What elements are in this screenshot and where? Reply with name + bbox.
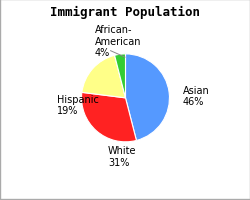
Title: Immigrant Population: Immigrant Population <box>50 6 200 19</box>
Text: Hispanic
19%: Hispanic 19% <box>57 94 99 116</box>
Wedge shape <box>125 55 169 141</box>
Text: Asian
46%: Asian 46% <box>182 85 208 107</box>
Wedge shape <box>81 93 136 142</box>
Wedge shape <box>114 55 125 98</box>
Wedge shape <box>82 56 125 98</box>
Text: African-
American
4%: African- American 4% <box>94 25 141 58</box>
Text: White
31%: White 31% <box>108 145 136 167</box>
